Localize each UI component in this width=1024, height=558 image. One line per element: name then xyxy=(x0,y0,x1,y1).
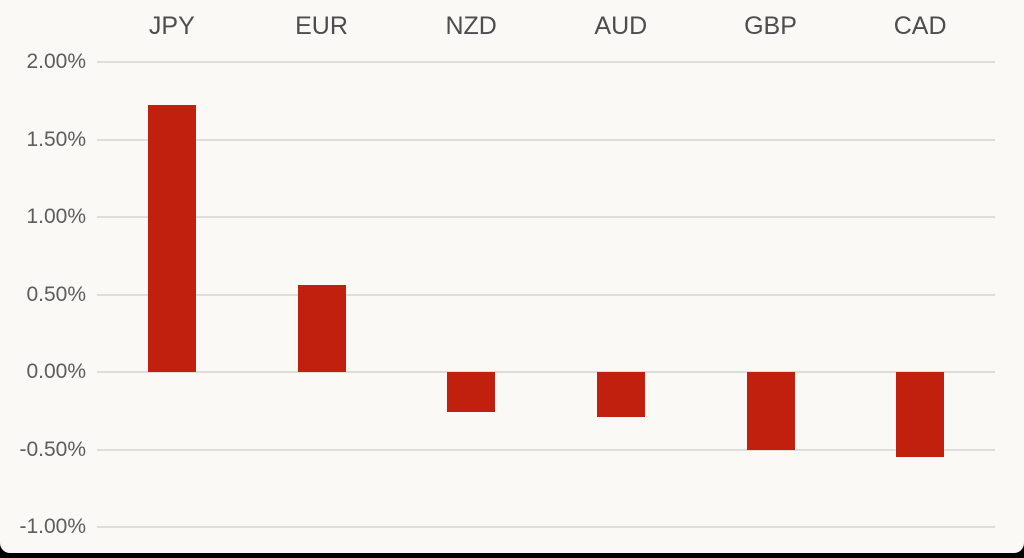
y-axis-tick-label: 0.00% xyxy=(26,360,86,383)
y-axis-tick-label: 0.50% xyxy=(26,282,86,306)
gridline xyxy=(97,61,995,63)
bar-aud xyxy=(596,372,645,417)
gridline xyxy=(97,448,995,451)
bar-jpy xyxy=(147,105,196,372)
y-axis-tick-label: 1.50% xyxy=(26,127,86,151)
gridline xyxy=(97,293,995,296)
gridline xyxy=(97,138,995,141)
category-label-nzd: NZD xyxy=(445,12,497,40)
category-label-cad: CAD xyxy=(893,12,947,40)
y-axis-tick-label: 2.00% xyxy=(26,50,86,73)
gridline xyxy=(97,216,995,218)
gridline xyxy=(97,526,995,528)
bar-cad xyxy=(896,372,945,458)
bar-gbp xyxy=(746,372,795,450)
bar-nzd xyxy=(447,372,496,413)
bar-eur xyxy=(297,285,346,372)
category-label-jpy: JPY xyxy=(148,12,195,40)
y-axis-tick-label: -0.50% xyxy=(19,437,86,461)
gridline xyxy=(97,371,995,373)
y-axis-tick-label: -1.00% xyxy=(19,515,86,538)
category-label-aud: AUD xyxy=(594,12,648,40)
category-label-eur: EUR xyxy=(295,12,348,40)
category-label-gbp: GBP xyxy=(744,12,797,40)
y-axis-tick-label: 1.00% xyxy=(26,205,86,228)
